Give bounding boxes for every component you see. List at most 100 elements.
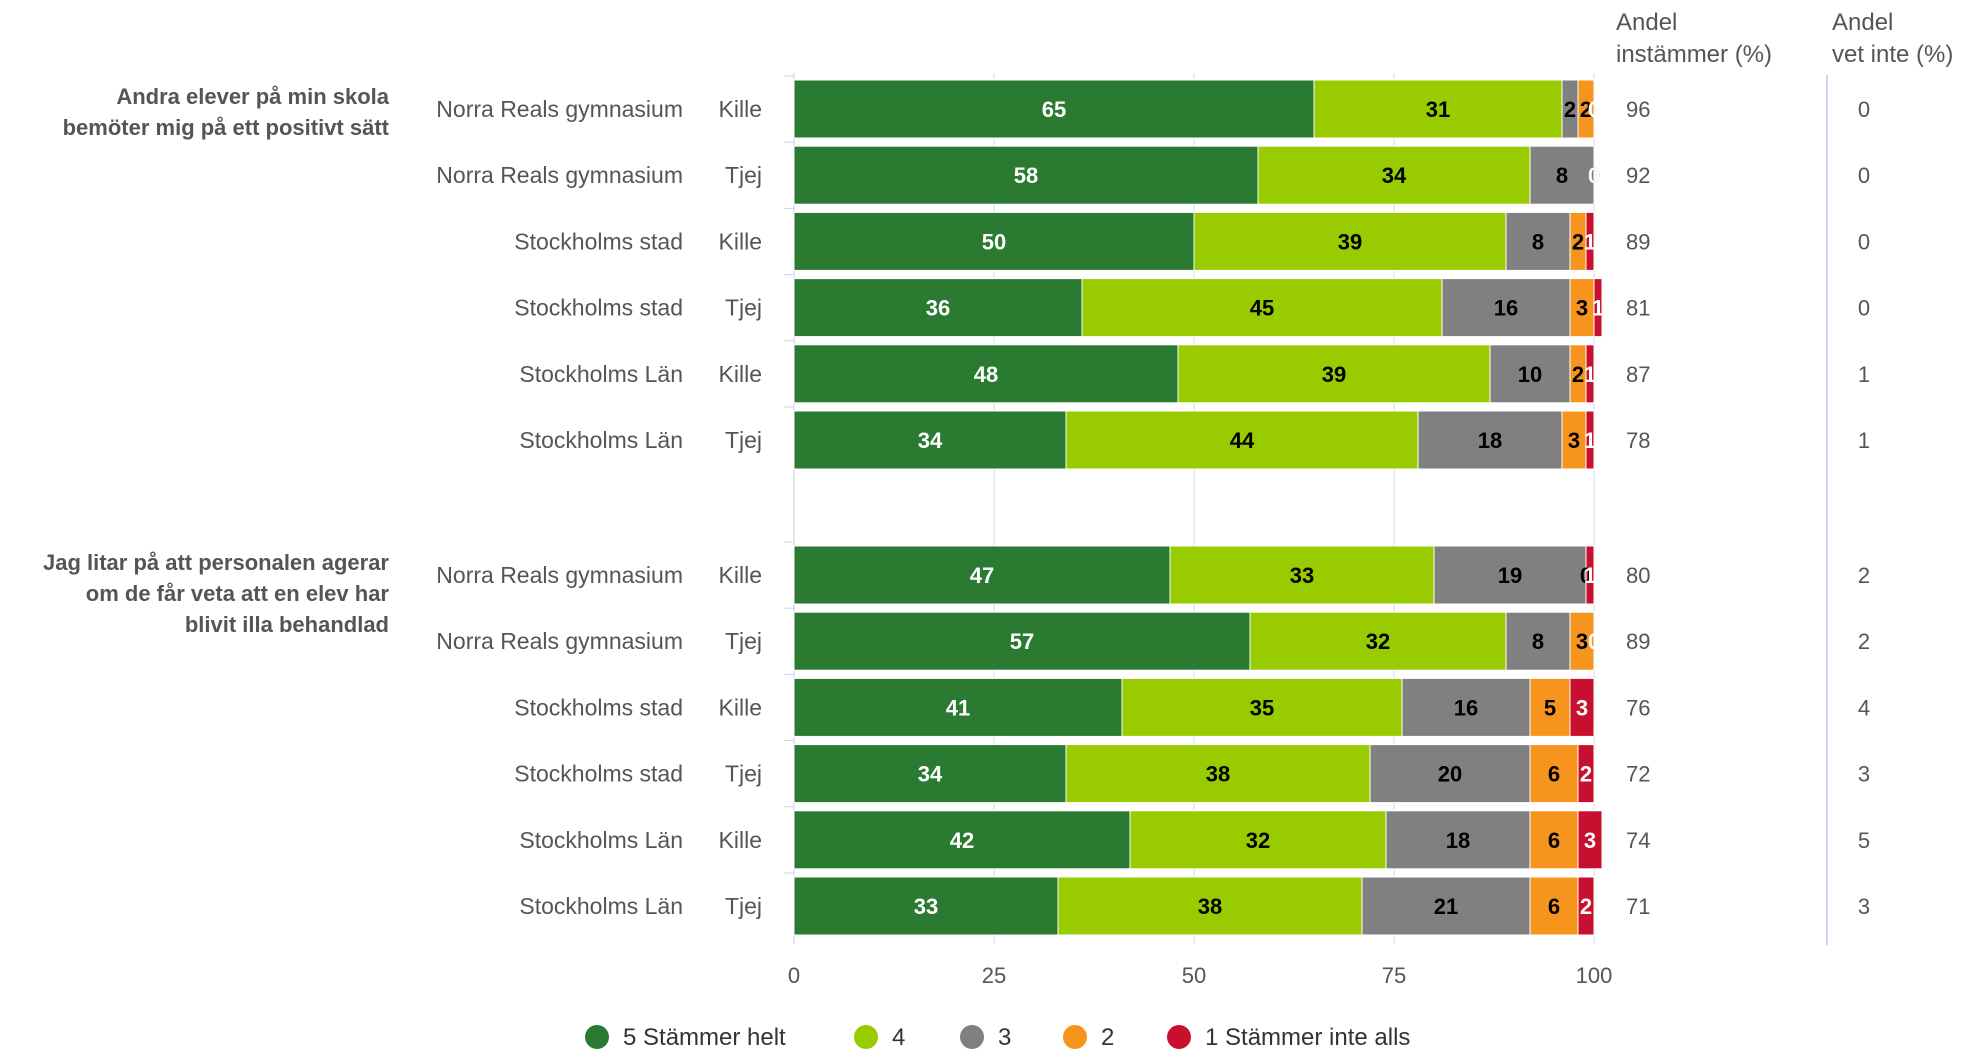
bar-segment-5-stämmer-helt[interactable]	[793, 744, 1067, 804]
bar-segment-1-stämmer-inte-alls[interactable]	[1577, 744, 1595, 804]
data-label: 18	[1446, 828, 1470, 853]
bar-segment-4[interactable]	[1081, 278, 1443, 338]
bar-segment-2[interactable]	[1569, 278, 1595, 338]
header-vet-inte-line1: Andel	[1832, 9, 1893, 36]
bar-segment-1-stämmer-inte-alls[interactable]	[1593, 278, 1603, 338]
bar-segment-3[interactable]	[1369, 744, 1531, 804]
bar-segment-3[interactable]	[1529, 145, 1595, 205]
legend-marker[interactable]	[1167, 1025, 1191, 1049]
data-label: 50	[982, 229, 1006, 254]
vet-inte-value: 1	[1858, 362, 1870, 387]
data-label: 8	[1532, 629, 1544, 654]
bar-segment-4[interactable]	[1121, 677, 1403, 737]
legend-marker[interactable]	[960, 1025, 984, 1049]
legend-marker[interactable]	[1063, 1025, 1087, 1049]
bar-segment-1-stämmer-inte-alls[interactable]	[1569, 677, 1595, 737]
bar-segment-1-stämmer-inte-alls[interactable]	[1577, 876, 1595, 936]
legend-label: 2	[1101, 1024, 1114, 1051]
vet-inte-value: 5	[1858, 828, 1870, 853]
bar-segment-3[interactable]	[1441, 278, 1571, 338]
question-label: om de får veta att en elev har	[86, 581, 390, 606]
bar-segment-5-stämmer-helt[interactable]	[793, 810, 1131, 870]
legend-label: 1 Stämmer inte alls	[1205, 1024, 1410, 1051]
bar-segment-1-stämmer-inte-alls[interactable]	[1585, 211, 1595, 271]
data-label: 36	[926, 296, 950, 321]
data-label: 2	[1572, 229, 1584, 254]
row-gender-label: Tjej	[725, 295, 762, 321]
data-label: 42	[950, 828, 974, 853]
vet-inte-value: 3	[1858, 894, 1870, 919]
bar-segment-3[interactable]	[1401, 677, 1531, 737]
bar-segment-3[interactable]	[1505, 211, 1571, 271]
data-label: 45	[1250, 296, 1274, 321]
bar-segment-5-stämmer-helt[interactable]	[793, 410, 1067, 470]
data-label: 2	[1580, 894, 1592, 919]
bar-segment-5-stämmer-helt[interactable]	[793, 876, 1059, 936]
instammer-value: 78	[1626, 428, 1650, 453]
x-tick-label: 100	[1576, 963, 1613, 988]
bar-segment-5-stämmer-helt[interactable]	[793, 211, 1195, 271]
bar-segment-4[interactable]	[1257, 145, 1531, 205]
bar-segment-2[interactable]	[1561, 410, 1587, 470]
bar-segment-3[interactable]	[1385, 810, 1531, 870]
bar-segment-2[interactable]	[1529, 677, 1571, 737]
data-label: 18	[1478, 428, 1502, 453]
bar-segment-5-stämmer-helt[interactable]	[793, 278, 1083, 338]
bar-segment-4[interactable]	[1193, 211, 1507, 271]
row-unit-label: Stockholms Län	[519, 893, 683, 919]
vet-inte-value: 2	[1858, 563, 1870, 588]
row-unit-label: Norra Reals gymnasium	[436, 162, 683, 188]
x-tick-label: 25	[982, 963, 1006, 988]
row-unit-label: Stockholms Län	[519, 361, 683, 387]
row-unit-label: Stockholms Län	[519, 827, 683, 853]
data-label: 38	[1206, 762, 1230, 787]
data-label: 34	[918, 762, 943, 787]
question-label: Andra elever på min skola	[116, 84, 389, 109]
bar-segment-3[interactable]	[1433, 545, 1587, 605]
data-label: 57	[1010, 629, 1034, 654]
legend-marker[interactable]	[854, 1025, 878, 1049]
question-label: bemöter mig på ett positivt sätt	[63, 115, 390, 140]
data-label: 10	[1518, 362, 1542, 387]
bar-segment-2[interactable]	[1529, 810, 1579, 870]
data-label: 32	[1366, 629, 1390, 654]
bar-segment-3[interactable]	[1417, 410, 1563, 470]
bar-segment-2[interactable]	[1577, 79, 1595, 139]
vet-inte-value: 0	[1858, 97, 1870, 122]
bar-segment-4[interactable]	[1065, 410, 1419, 470]
data-label: 0	[1588, 629, 1600, 654]
bar-segment-4[interactable]	[1169, 545, 1435, 605]
bar-segment-5-stämmer-helt[interactable]	[793, 79, 1315, 139]
data-label: 33	[914, 894, 938, 919]
row-unit-label: Stockholms stad	[514, 694, 683, 720]
bar-segment-5-stämmer-helt[interactable]	[793, 545, 1171, 605]
bar-segment-2[interactable]	[1529, 876, 1579, 936]
row-gender-label: Tjej	[725, 427, 762, 453]
row-unit-label: Stockholms stad	[514, 761, 683, 787]
instammer-value: 89	[1626, 629, 1650, 654]
row-gender-label: Kille	[719, 827, 762, 853]
bar-segment-4[interactable]	[1313, 79, 1563, 139]
bar-segment-5-stämmer-helt[interactable]	[793, 677, 1123, 737]
bar-segment-1-stämmer-inte-alls[interactable]	[1585, 410, 1595, 470]
instammer-value: 92	[1626, 163, 1650, 188]
header-instammer-line2: instämmer (%)	[1616, 41, 1772, 68]
data-label: 2	[1572, 362, 1584, 387]
row-gender-label: Kille	[719, 562, 762, 588]
bar-segment-2[interactable]	[1569, 611, 1595, 671]
bar-segment-2[interactable]	[1529, 744, 1579, 804]
bar-segment-1-stämmer-inte-alls[interactable]	[1577, 810, 1603, 870]
bar-segment-5-stämmer-helt[interactable]	[793, 344, 1179, 404]
data-label: 3	[1568, 428, 1580, 453]
bar-segment-4[interactable]	[1129, 810, 1387, 870]
bar-segment-5-stämmer-helt[interactable]	[793, 611, 1251, 671]
instammer-value: 71	[1626, 894, 1650, 919]
data-label: 1	[1584, 428, 1596, 453]
bar-segment-3[interactable]	[1361, 876, 1531, 936]
bar-segment-1-stämmer-inte-alls[interactable]	[1585, 344, 1595, 404]
bar-segment-1-stämmer-inte-alls[interactable]	[1585, 545, 1595, 605]
bar-segment-4[interactable]	[1065, 744, 1371, 804]
legend-marker[interactable]	[585, 1025, 609, 1049]
row-gender-label: Kille	[719, 361, 762, 387]
